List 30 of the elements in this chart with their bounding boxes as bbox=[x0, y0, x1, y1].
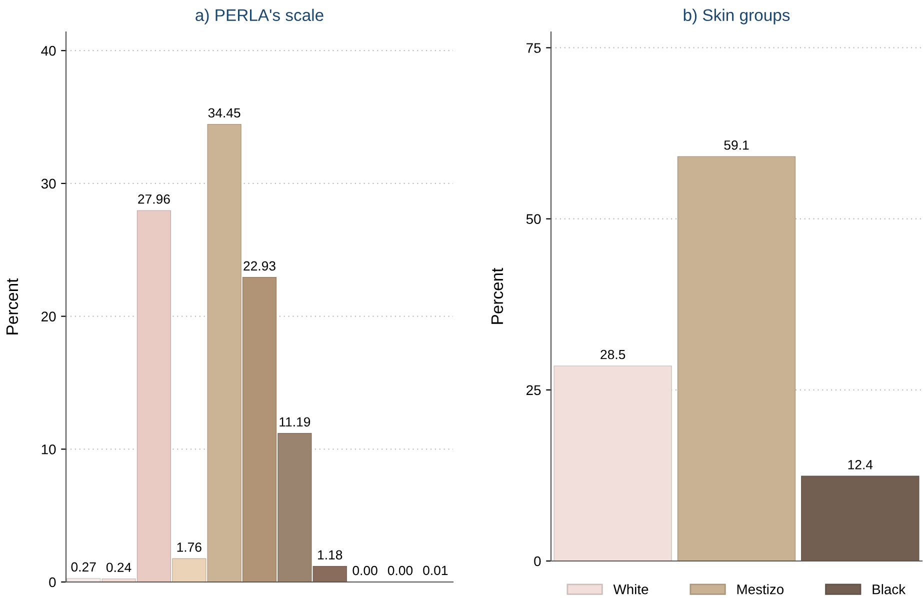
y-tick-label: 20 bbox=[42, 312, 56, 322]
y-tick-label: 40 bbox=[41, 46, 56, 56]
data-label: 1.18 bbox=[318, 550, 342, 560]
data-label: 0.27 bbox=[71, 562, 96, 572]
y-tick-label: 25 bbox=[526, 385, 541, 396]
legend-label: Mestizo bbox=[737, 584, 784, 594]
data-label: 0.00 bbox=[352, 566, 378, 576]
y-axis-title: Percent bbox=[6, 278, 18, 334]
data-label: 0.01 bbox=[423, 566, 448, 576]
legend-label: White bbox=[613, 584, 648, 594]
data-label: 0.24 bbox=[106, 562, 132, 572]
legend-label: Black bbox=[872, 584, 906, 594]
chart-title: a) PERLA's scale bbox=[196, 8, 324, 24]
y-tick-label: 50 bbox=[526, 214, 541, 224]
y-axis-title: Percent bbox=[491, 268, 504, 324]
data-label: 0.00 bbox=[388, 566, 413, 576]
y-tick-label: 75 bbox=[526, 43, 541, 53]
data-label: 1.76 bbox=[177, 542, 202, 552]
data-label: 59.1 bbox=[724, 140, 749, 150]
data-label: 27.96 bbox=[138, 194, 170, 204]
y-tick-label: 0 bbox=[49, 577, 56, 588]
data-label: 28.5 bbox=[600, 350, 626, 360]
y-tick-label: 0 bbox=[534, 556, 541, 566]
data-label: 22.93 bbox=[244, 261, 276, 271]
data-label: 34.45 bbox=[208, 108, 240, 118]
y-tick-label: 30 bbox=[41, 178, 56, 189]
data-label: 12.4 bbox=[848, 460, 873, 470]
y-tick-label: 10 bbox=[42, 444, 56, 454]
data-label: 11.19 bbox=[280, 417, 310, 427]
chart-title: b) Skin groups bbox=[684, 8, 790, 24]
